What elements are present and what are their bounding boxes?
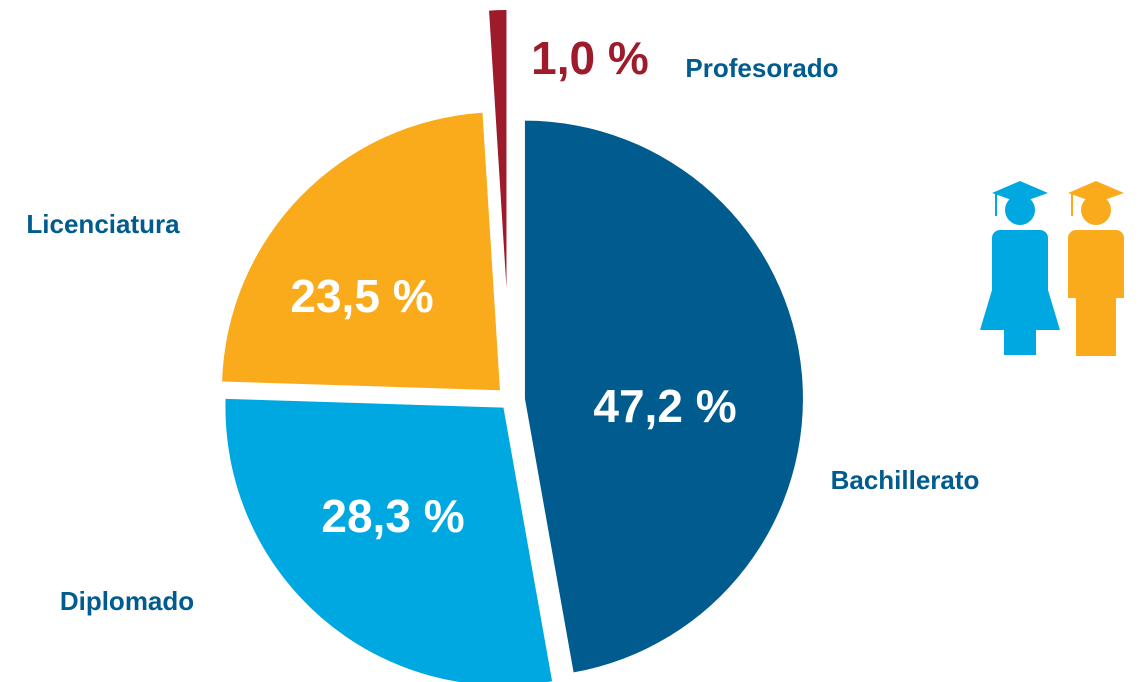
category-label: Profesorado — [685, 53, 838, 83]
category-label: Bachillerato — [831, 465, 980, 495]
pie-slice — [489, 10, 507, 289]
category-label: Licenciatura — [26, 209, 180, 239]
pie-slice — [524, 120, 803, 673]
pie-slice — [222, 112, 500, 391]
value-label: 47,2 % — [593, 380, 736, 432]
category-label: Diplomado — [60, 586, 194, 616]
icon-people — [980, 181, 1124, 356]
value-label: 23,5 % — [290, 270, 433, 322]
pie-slice — [225, 398, 553, 682]
value-label: 1,0 % — [531, 32, 649, 84]
value-label: 28,3 % — [321, 490, 464, 542]
